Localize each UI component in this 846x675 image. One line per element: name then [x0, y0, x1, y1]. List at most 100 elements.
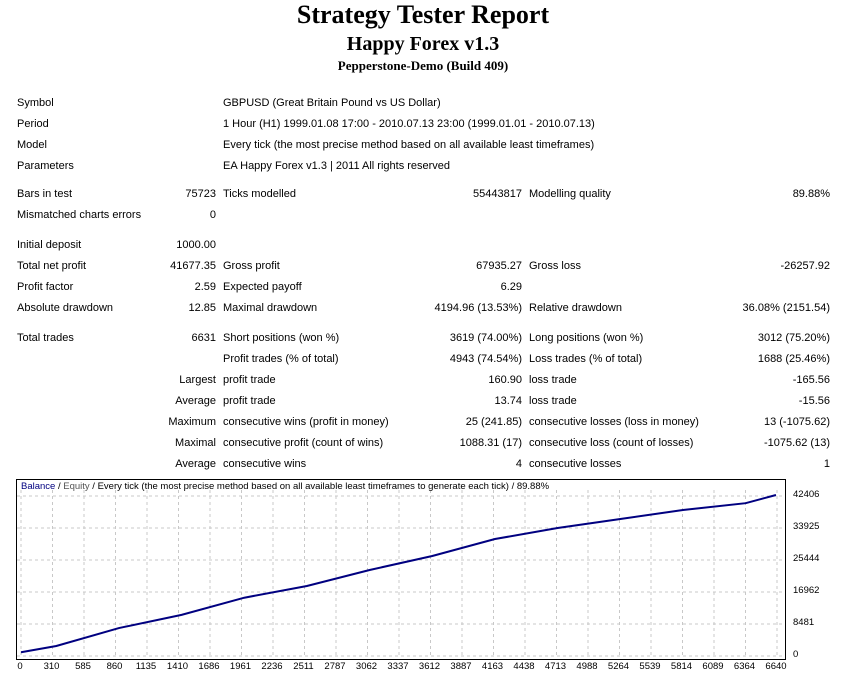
stat-label: Maximal: [175, 437, 216, 449]
legend-equity: Equity: [63, 481, 90, 492]
stat-value: -15.56: [798, 395, 830, 407]
x-tick-label: 3062: [355, 661, 378, 672]
stat-label: Profit trades (% of total): [223, 353, 339, 365]
stat-value: 36.08% (2151.54): [742, 302, 830, 314]
stat-value: 41677.35: [170, 260, 216, 272]
stat-value: -26257.92: [780, 260, 830, 272]
stat-label: Profit factor: [17, 281, 74, 293]
stat-value: 3012 (75.20%): [757, 332, 830, 344]
stat-value: 75723: [185, 188, 216, 200]
stat-value: 12.85: [188, 302, 216, 314]
stat-label: consecutive losses: [529, 458, 622, 470]
stat-label: Absolute drawdown: [17, 302, 114, 314]
x-tick-label: 1686: [198, 661, 220, 672]
x-tick-label: 4713: [544, 661, 567, 672]
info-value: Every tick (the most precise method base…: [223, 139, 595, 151]
x-tick-label: 4163: [481, 661, 504, 672]
balance-line: [20, 494, 777, 654]
x-tick-label: 6640: [765, 661, 787, 672]
stat-value: 4943 (74.54%): [449, 353, 522, 365]
stat-value: 6.29: [500, 281, 522, 293]
chart-plot: [17, 490, 785, 658]
stat-label: Bars in test: [17, 188, 73, 200]
stat-label: profit trade: [223, 395, 276, 407]
x-tick-label: 3337: [387, 661, 409, 672]
x-tick-label: 3612: [418, 661, 441, 672]
stat-label: Short positions (won %): [223, 332, 340, 344]
stat-label: Average: [175, 458, 216, 470]
stat-label: Average: [175, 395, 216, 407]
stat-label: Relative drawdown: [529, 302, 622, 314]
stat-label: Mismatched charts errors: [17, 209, 142, 221]
stat-value: 160.90: [488, 374, 522, 386]
y-tick-label: 0: [793, 649, 799, 660]
x-tick-label: 860: [106, 661, 123, 672]
info-value: 1 Hour (H1) 1999.01.08 17:00 - 2010.07.1…: [223, 118, 595, 130]
x-tick-label: 585: [75, 661, 91, 672]
x-tick-label: 2236: [261, 661, 283, 672]
stat-value: 13.74: [494, 395, 522, 407]
stat-label: Total trades: [17, 332, 74, 344]
stat-label: Long positions (won %): [529, 332, 644, 344]
stat-label: Maximal drawdown: [223, 302, 318, 314]
stat-value: 2.59: [194, 281, 216, 293]
stat-label: Largest: [179, 374, 216, 386]
x-tick-label: 4988: [576, 661, 598, 672]
info-label: Symbol: [17, 97, 54, 109]
stat-value: 4194.96 (13.53%): [434, 302, 522, 314]
stat-label: consecutive wins (profit in money): [223, 416, 389, 428]
stat-label: Gross loss: [529, 260, 581, 272]
stat-label: consecutive profit (count of wins): [223, 437, 384, 449]
stat-value: 4: [515, 458, 522, 470]
info-value: GBPUSD (Great Britain Pound vs US Dollar…: [223, 97, 441, 109]
x-tick-label: 2511: [293, 661, 314, 672]
x-tick-label: 1410: [166, 661, 189, 672]
info-label: Period: [17, 118, 49, 130]
stat-label: Loss trades (% of total): [529, 353, 643, 365]
x-tick-label: 310: [43, 661, 60, 672]
stat-value: 3619 (74.00%): [449, 332, 522, 344]
stat-value: 1: [823, 458, 830, 470]
info-value: EA Happy Forex v1.3 | 2011 All rights re…: [223, 160, 451, 172]
legend-sep: /: [55, 481, 64, 492]
y-tick-label: 16962: [793, 585, 820, 596]
report-title: Strategy Tester Report: [296, 0, 550, 29]
x-tick-label: 0: [17, 661, 23, 672]
stat-value: 1000.00: [176, 239, 216, 251]
legend-description: / Every tick (the most precise method ba…: [89, 481, 550, 492]
stat-value: 13 (-1075.62): [763, 416, 830, 428]
info-label: Parameters: [17, 160, 74, 172]
stat-value: 1088.31 (17): [459, 437, 522, 449]
stat-label: Initial deposit: [17, 239, 82, 251]
stat-label: Ticks modelled: [223, 188, 296, 200]
expert-name: Happy Forex v1.3: [346, 33, 500, 55]
x-tick-label: 1135: [135, 661, 157, 672]
x-tick-label: 5264: [607, 661, 630, 672]
stat-label: profit trade: [223, 374, 276, 386]
y-tick-label: 25444: [793, 553, 820, 564]
server-name: Pepperstone-Demo (Build 409): [337, 58, 509, 73]
legend-balance: Balance: [21, 481, 56, 492]
stat-value: 1688 (25.46%): [757, 353, 830, 365]
stat-value: 89.88%: [792, 188, 830, 200]
stat-label: consecutive loss (count of losses): [529, 437, 694, 449]
stat-value: 6631: [191, 332, 216, 344]
stat-value: 55443817: [473, 188, 522, 200]
stat-value: -1075.62 (13): [763, 437, 830, 449]
balance-chart: [16, 479, 786, 660]
x-tick-label: 5539: [639, 661, 661, 672]
stat-label: Maximum: [168, 416, 216, 428]
chart-legend: Balance / Equity / Every tick (the most …: [21, 481, 549, 492]
x-tick-label: 3887: [450, 661, 472, 672]
x-tick-label: 1961: [229, 661, 252, 672]
stat-label: loss trade: [529, 395, 577, 407]
stat-label: Total net profit: [17, 260, 87, 272]
info-label: Model: [17, 139, 47, 151]
y-tick-label: 33925: [793, 521, 820, 532]
stat-label: consecutive wins: [223, 458, 307, 470]
y-tick-label: 42406: [793, 489, 820, 500]
x-tick-label: 6364: [733, 661, 756, 672]
stat-value: 0: [209, 209, 216, 221]
stat-label: Gross profit: [223, 260, 280, 272]
x-tick-label: 2787: [324, 661, 346, 672]
